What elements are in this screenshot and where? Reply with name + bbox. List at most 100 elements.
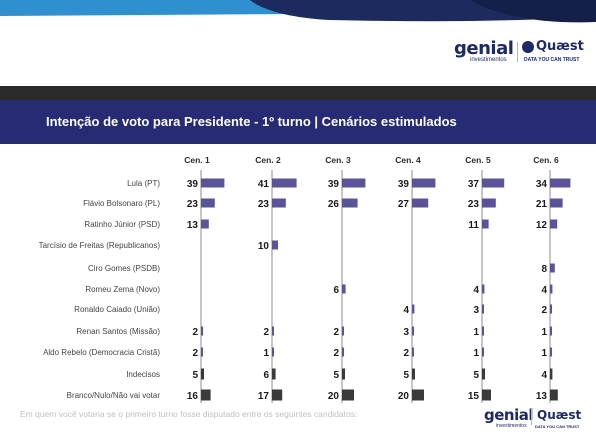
data-bar bbox=[482, 389, 491, 401]
data-label: 21 bbox=[536, 199, 548, 210]
data-label: 1 bbox=[473, 327, 479, 338]
data-label: 10 bbox=[258, 241, 270, 252]
data-bar bbox=[342, 178, 366, 188]
data-label: 2 bbox=[541, 305, 547, 316]
data-bar bbox=[272, 178, 297, 188]
data-bar bbox=[412, 304, 415, 314]
scenario-header: Cen. 1 bbox=[184, 155, 210, 165]
data-bar bbox=[482, 284, 485, 294]
candidate-label: Renan Santos (Missão) bbox=[76, 327, 160, 336]
data-label: 1 bbox=[541, 348, 547, 359]
data-label: 37 bbox=[468, 179, 480, 190]
genial-logo-footer-subtitle: investimentos bbox=[496, 423, 527, 429]
genial-logo-subtitle: investimentos bbox=[470, 57, 507, 63]
data-bar bbox=[201, 326, 203, 336]
data-label: 4 bbox=[403, 305, 409, 316]
data-bar bbox=[272, 368, 276, 380]
data-bar bbox=[482, 178, 505, 188]
data-bar bbox=[412, 178, 436, 188]
data-label: 12 bbox=[536, 220, 548, 231]
scenario-header: Cen. 2 bbox=[255, 155, 281, 165]
logo-separator-footer bbox=[531, 409, 532, 425]
data-label: 20 bbox=[398, 391, 410, 402]
data-bar bbox=[482, 368, 485, 380]
data-label: 15 bbox=[468, 391, 480, 402]
genial-logo: genial bbox=[454, 38, 514, 59]
quaest-logo-subtitle: DATA YOU CAN TRUST bbox=[524, 57, 580, 63]
data-bar bbox=[342, 368, 345, 380]
data-label: 5 bbox=[333, 370, 339, 381]
data-bar bbox=[201, 389, 211, 401]
candidate-label: Ronaldo Caiado (União) bbox=[74, 305, 160, 314]
data-bar bbox=[482, 198, 496, 208]
data-bar bbox=[550, 263, 555, 273]
data-label: 39 bbox=[187, 179, 199, 190]
data-label: 41 bbox=[258, 179, 270, 190]
data-bar bbox=[550, 198, 563, 208]
candidate-label: Indecisos bbox=[126, 370, 160, 379]
candidate-label: Lula (PT) bbox=[127, 179, 160, 188]
data-label: 1 bbox=[473, 348, 479, 359]
data-label: 5 bbox=[403, 370, 409, 381]
data-bar bbox=[550, 284, 553, 294]
chart-title: Intenção de voto para Presidente - 1º tu… bbox=[46, 114, 457, 129]
data-label: 13 bbox=[536, 391, 548, 402]
data-label: 2 bbox=[263, 327, 269, 338]
data-label: 23 bbox=[187, 199, 199, 210]
scenario-header: Cen. 3 bbox=[325, 155, 351, 165]
data-bar bbox=[272, 347, 274, 357]
data-label: 1 bbox=[263, 348, 269, 359]
data-bar bbox=[482, 304, 484, 314]
data-bar bbox=[412, 326, 414, 336]
header-decoration bbox=[0, 0, 596, 23]
dark-band bbox=[0, 86, 596, 100]
data-bar bbox=[272, 240, 278, 250]
data-bar bbox=[201, 198, 215, 208]
data-bar bbox=[342, 389, 354, 401]
quaest-logo-footer-subtitle: DATA YOU CAN TRUST bbox=[535, 424, 580, 429]
data-bar bbox=[412, 368, 415, 380]
data-bar bbox=[482, 347, 484, 357]
candidate-label: Tarcísio de Freitas (Republicanos) bbox=[39, 241, 161, 250]
scenario-header: Cen. 4 bbox=[395, 155, 421, 165]
data-label: 5 bbox=[473, 370, 479, 381]
data-bar bbox=[550, 347, 552, 357]
data-label: 2 bbox=[333, 348, 339, 359]
data-label: 6 bbox=[263, 370, 269, 381]
data-bar bbox=[272, 389, 283, 401]
data-bar bbox=[272, 198, 286, 208]
data-label: 1 bbox=[541, 327, 547, 338]
data-bar bbox=[550, 304, 552, 314]
quaest-badge-icon bbox=[522, 41, 534, 53]
data-label: 4 bbox=[541, 370, 547, 381]
data-label: 3 bbox=[403, 327, 409, 338]
data-label: 4 bbox=[541, 285, 547, 296]
data-bar bbox=[550, 219, 558, 229]
data-label: 2 bbox=[403, 348, 409, 359]
data-bar bbox=[550, 326, 552, 336]
candidate-label: Ciro Gomes (PSDB) bbox=[88, 264, 160, 273]
data-label: 3 bbox=[473, 305, 479, 316]
candidate-label: Flávio Bolsonaro (PL) bbox=[83, 199, 160, 208]
scenario-header: Cen. 6 bbox=[533, 155, 559, 165]
candidate-label: Romeu Zema (Novo) bbox=[85, 285, 160, 294]
data-label: 23 bbox=[468, 199, 480, 210]
data-bar bbox=[550, 368, 553, 380]
data-label: 2 bbox=[333, 327, 339, 338]
candidate-label: Aldo Rebelo (Democracia Cristã) bbox=[43, 348, 160, 357]
data-label: 4 bbox=[473, 285, 479, 296]
data-label: 8 bbox=[541, 264, 547, 275]
candidate-label: Branco/Nulo/Não vai votar bbox=[67, 391, 161, 400]
data-bar bbox=[342, 198, 358, 208]
data-bar bbox=[482, 219, 489, 229]
data-bar bbox=[412, 347, 414, 357]
data-bar bbox=[201, 219, 209, 229]
data-label: 13 bbox=[187, 220, 199, 231]
data-bar bbox=[201, 347, 203, 357]
data-label: 34 bbox=[536, 179, 548, 190]
data-bar bbox=[342, 326, 344, 336]
scenario-header: Cen. 5 bbox=[465, 155, 491, 165]
data-label: 20 bbox=[328, 391, 340, 402]
data-label: 5 bbox=[192, 370, 198, 381]
data-bar bbox=[412, 198, 429, 208]
